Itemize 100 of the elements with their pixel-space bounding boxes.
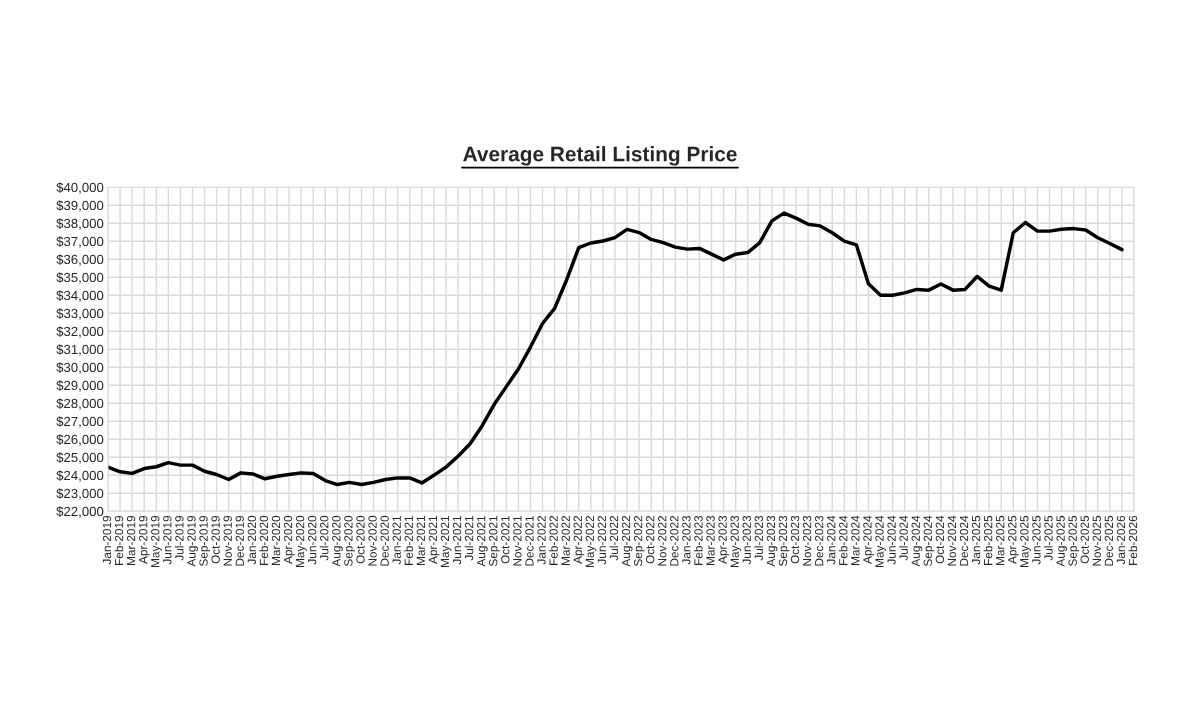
x-tick-label: Apr-2025 (1008, 515, 1019, 564)
y-tick-label: $40,000 (56, 182, 104, 194)
y-tick-label: $38,000 (56, 218, 104, 230)
x-tick-label: Dec-2024 (959, 515, 969, 566)
x-tick-label: Aug-2019 (187, 515, 198, 567)
x-tick-label: Oct-2023 (790, 515, 800, 564)
x-tick-label: Feb-2024 (838, 515, 848, 565)
y-tick-label: $29,000 (56, 380, 104, 392)
x-tick-label: May-2023 (730, 515, 742, 567)
x-tick-label: Jan-2022 (537, 515, 546, 565)
x-tick-label: Aug-2024 (911, 515, 923, 567)
y-tick-label: $26,000 (56, 434, 104, 446)
y-tick-label: $34,000 (56, 290, 104, 302)
line-series (108, 211, 1124, 487)
x-tick-label: Feb-2026 (1128, 515, 1138, 565)
x-tick-label: Apr-2024 (863, 515, 874, 564)
x-tick-label: Dec-2019 (235, 515, 244, 566)
x-tick-label: Jun-2022 (597, 515, 607, 565)
x-tick-label: Jan-2025 (971, 515, 981, 565)
x-tick-label: Dec-2021 (525, 515, 534, 566)
x-tick-label: Feb-2020 (259, 515, 269, 565)
x-tick-label: Dec-2023 (814, 515, 824, 566)
x-tick-label: May-2020 (295, 515, 307, 567)
x-tick-label: Oct-2021 (501, 515, 510, 564)
x-tick-label: Jun-2021 (452, 515, 462, 565)
x-tick-label: Nov-2022 (658, 515, 667, 566)
x-tick-label: Aug-2022 (621, 515, 633, 567)
y-tick-label: $36,000 (56, 254, 104, 266)
x-tick-label: Oct-2022 (645, 515, 655, 564)
x-tick-label: Apr-2019 (139, 515, 150, 564)
x-tick-label: Feb-2022 (549, 515, 558, 565)
x-tick-label: Oct-2019 (211, 515, 220, 564)
x-tick-label: Apr-2022 (573, 515, 585, 564)
y-tick-label: $28,000 (56, 398, 104, 410)
x-tick-label: May-2019 (151, 515, 162, 567)
y-tick-label: $30,000 (56, 362, 104, 374)
y-tick-label: $25,000 (56, 452, 104, 464)
x-tick-label: Sep-2023 (778, 515, 790, 567)
x-tick-label: Jul-2021 (464, 515, 474, 561)
x-tick-label: Mar-2023 (706, 515, 715, 565)
x-tick-label: Sep-2024 (923, 515, 935, 567)
x-tick-label: Feb-2019 (114, 515, 124, 565)
x-tick-label: Jul-2023 (754, 515, 763, 561)
x-tick-label: Feb-2023 (693, 515, 703, 565)
x-tick-label: Sep-2025 (1068, 515, 1080, 567)
x-tick-label: Mar-2020 (271, 515, 281, 565)
x-tick-label: Jan-2020 (247, 515, 257, 565)
y-tick-label: $27,000 (56, 416, 104, 428)
x-tick-label: Sep-2021 (489, 515, 500, 567)
x-tick-label: Oct-2020 (356, 515, 365, 564)
x-tick-label: Dec-2022 (670, 515, 679, 566)
x-tick-label: May-2022 (585, 515, 597, 567)
x-tick-label: Jan-2019 (102, 515, 112, 565)
x-tick-label: Jun-2024 (887, 515, 896, 565)
x-tick-label: Apr-2020 (283, 515, 295, 564)
x-tick-label: May-2021 (440, 515, 452, 567)
x-tick-label: Dec-2020 (380, 515, 389, 566)
x-tick-label: Jul-2024 (899, 515, 908, 561)
y-tick-label: $31,000 (56, 344, 104, 356)
x-tick-label: Jan-2021 (392, 515, 401, 565)
x-tick-label: Jul-2025 (1044, 515, 1053, 561)
x-tick-label: Jan-2024 (827, 515, 836, 565)
chart-title: Average Retail Listing Price (463, 146, 737, 166)
x-tick-label: Aug-2020 (332, 515, 343, 567)
x-tick-label: Aug-2025 (1056, 515, 1068, 567)
x-tick-label: Aug-2021 (477, 515, 488, 567)
y-tick-label: $23,000 (56, 488, 104, 500)
x-tick-label: Sep-2022 (633, 515, 645, 567)
x-tick-label: Mar-2019 (126, 515, 136, 565)
x-tick-label: Mar-2021 (416, 515, 425, 565)
x-tick-label: Jul-2019 (174, 515, 184, 561)
x-tick-label: Dec-2025 (1104, 515, 1114, 566)
y-tick-label: $32,000 (56, 326, 104, 338)
x-tick-label: Jun-2019 (163, 515, 172, 565)
x-tick-label: Jun-2023 (742, 515, 751, 565)
x-tick-label: Jan-2023 (682, 515, 691, 565)
y-tick-label: $33,000 (56, 308, 104, 320)
x-tick-label: Nov-2020 (368, 515, 377, 566)
x-tick-label: Nov-2024 (947, 515, 957, 566)
x-tick-label: Apr-2021 (428, 515, 440, 564)
y-tick-label: $24,000 (56, 470, 104, 482)
x-tick-label: Jan-2026 (1116, 515, 1126, 565)
x-tick-label: May-2025 (1020, 515, 1031, 567)
x-tick-label: Jun-2025 (1032, 515, 1041, 565)
x-tick-label: Jul-2022 (609, 515, 619, 561)
x-tick-label: Oct-2024 (935, 515, 945, 564)
x-tick-label: Mar-2024 (851, 515, 860, 565)
y-tick-label: $39,000 (56, 200, 104, 212)
y-tick-label: $22,000 (56, 506, 104, 518)
y-tick-label: $35,000 (56, 272, 104, 284)
x-tick-label: Jul-2020 (319, 515, 329, 561)
x-tick-label: Nov-2023 (802, 515, 812, 566)
x-tick-label: Sep-2020 (344, 515, 355, 567)
x-tick-label: Mar-2025 (996, 515, 1005, 565)
x-tick-label: May-2024 (875, 515, 887, 567)
x-tick-label: Feb-2021 (404, 515, 413, 565)
x-tick-label: Feb-2025 (983, 515, 993, 565)
x-tick-label: Nov-2021 (513, 515, 522, 566)
x-tick-label: Nov-2025 (1092, 515, 1101, 566)
x-tick-label: Jun-2020 (308, 515, 317, 565)
